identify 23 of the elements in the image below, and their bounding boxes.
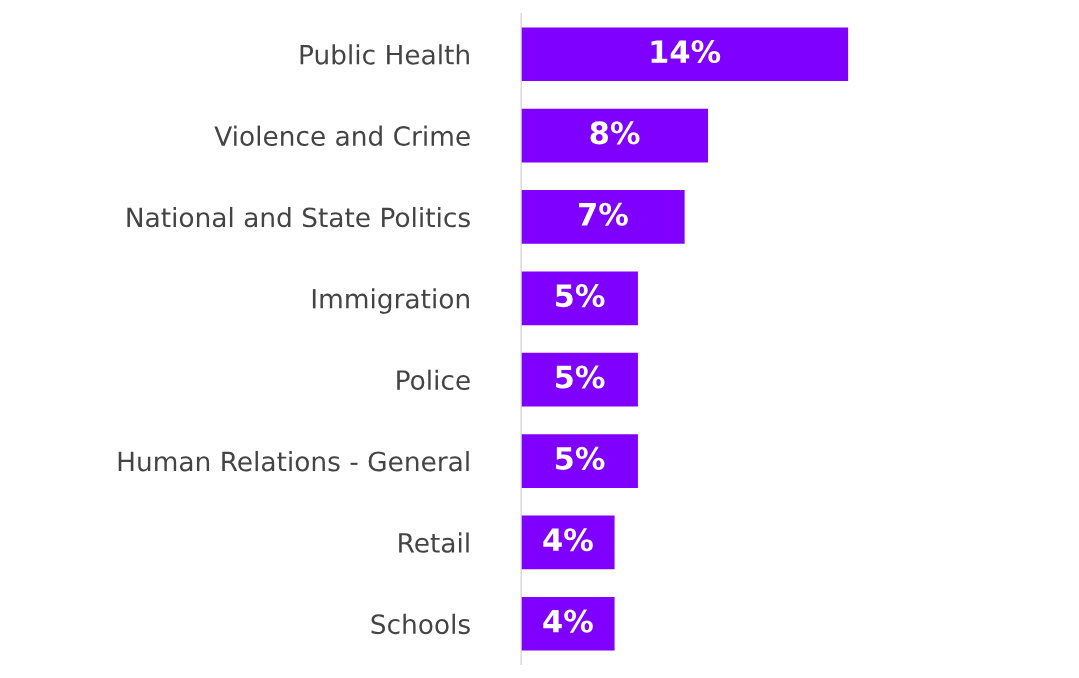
y-tick-label: Human Relations - General bbox=[118, 451, 469, 472]
data-label: 7% bbox=[579, 202, 628, 226]
bar bbox=[521, 352, 638, 407]
data-label: 5% bbox=[555, 365, 605, 389]
y-tick-label: Schools bbox=[371, 613, 470, 635]
data-label: 5% bbox=[555, 284, 605, 308]
bar bbox=[521, 108, 708, 163]
y-tick-label: Violence and Crime bbox=[214, 125, 470, 146]
y-tick-label: Police bbox=[397, 369, 470, 391]
y-tick-label: Retail bbox=[399, 532, 469, 553]
data-label: 14% bbox=[651, 39, 721, 64]
data-label: 4% bbox=[543, 528, 593, 552]
bar bbox=[521, 434, 638, 488]
bar bbox=[521, 190, 685, 244]
y-tick-label: Public Health bbox=[300, 44, 469, 65]
y-tick-label: Immigration bbox=[312, 288, 469, 314]
data-label: 4% bbox=[543, 609, 593, 633]
bar bbox=[521, 271, 638, 326]
bar bbox=[521, 596, 615, 651]
data-label: 5% bbox=[555, 446, 605, 470]
y-tick-label: National and State Politics bbox=[127, 206, 470, 228]
data-label: 8% bbox=[590, 121, 640, 145]
bar bbox=[521, 27, 849, 82]
